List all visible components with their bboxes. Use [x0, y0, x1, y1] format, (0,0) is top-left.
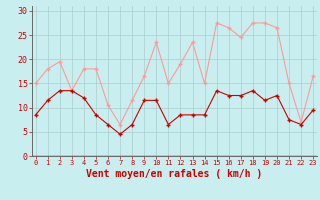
X-axis label: Vent moyen/en rafales ( km/h ): Vent moyen/en rafales ( km/h ): [86, 169, 262, 179]
